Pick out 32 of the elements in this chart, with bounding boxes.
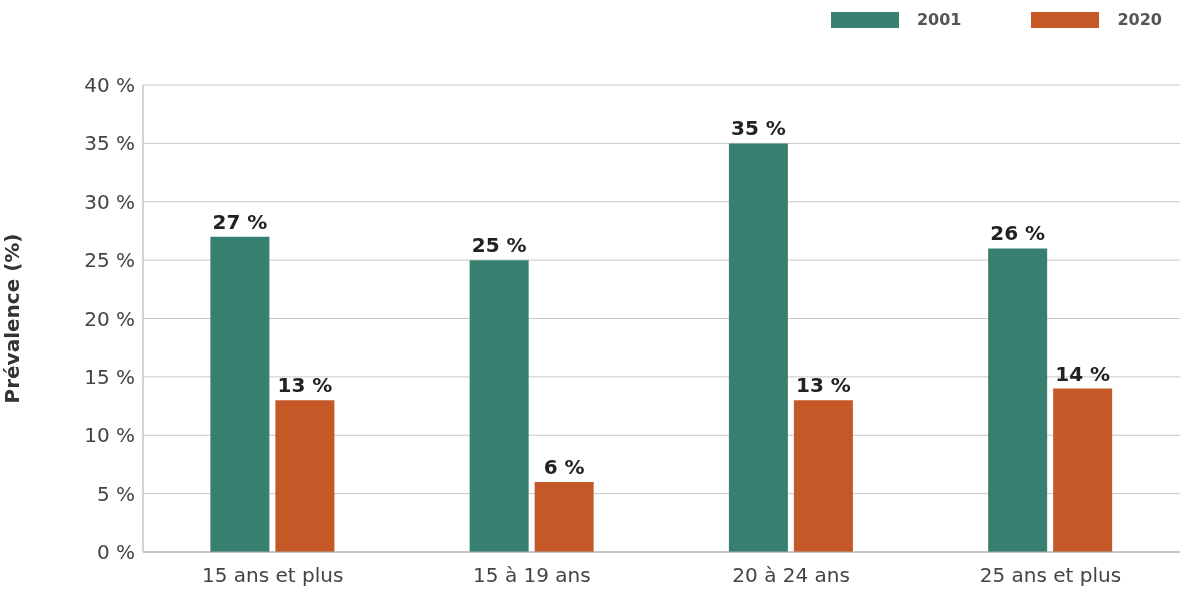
- data-label: 13 %: [795, 373, 851, 398]
- data-label: 25 %: [471, 233, 527, 258]
- data-label: 35 %: [730, 116, 786, 141]
- data-label: 14 %: [1055, 361, 1111, 386]
- y-tick-label: 35 %: [84, 131, 135, 156]
- y-tick-label: 40 %: [84, 73, 135, 98]
- bar: [793, 400, 853, 552]
- bar: [728, 143, 788, 552]
- y-axis-title: Prévalence (%): [0, 233, 25, 404]
- bar: [275, 400, 335, 552]
- y-tick-label: 15 %: [84, 364, 135, 389]
- y-tick-label: 30 %: [84, 189, 135, 214]
- bar: [534, 481, 594, 552]
- x-tick-label: 15 ans et plus: [201, 563, 344, 588]
- bar: [1053, 388, 1113, 552]
- x-tick-label: 20 à 24 ans: [732, 563, 850, 588]
- x-tick-label: 25 ans et plus: [979, 563, 1122, 588]
- y-tick-label: 20 %: [84, 306, 135, 331]
- legend-label: 2001: [916, 10, 962, 29]
- data-label: 6 %: [543, 454, 585, 479]
- bar: [469, 260, 529, 552]
- bar: [210, 236, 270, 552]
- data-label: 27 %: [212, 209, 268, 234]
- y-tick-label: 25 %: [84, 248, 135, 273]
- bar: [988, 248, 1048, 552]
- y-tick-label: 10 %: [84, 423, 135, 448]
- legend-label: 2020: [1117, 10, 1162, 29]
- y-tick-label: 5 %: [96, 481, 135, 506]
- x-tick-label: 15 à 19 ans: [473, 563, 591, 588]
- data-label: 13 %: [277, 373, 333, 398]
- data-label: 26 %: [990, 221, 1046, 246]
- y-tick-label: 0 %: [96, 540, 135, 565]
